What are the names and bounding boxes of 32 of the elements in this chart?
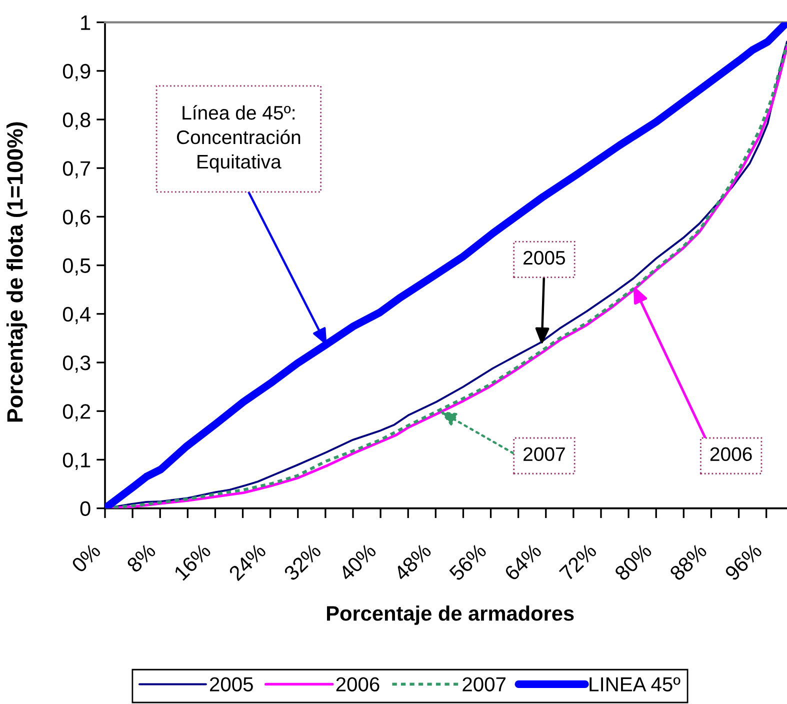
x-tick-label: 64% bbox=[504, 542, 542, 582]
y-tick-label: 0,8 bbox=[62, 112, 90, 130]
legend-label: LINEA 45º bbox=[590, 677, 680, 692]
x-axis-title: Porcentaje de armadores bbox=[327, 606, 574, 625]
x-tick-label: 88% bbox=[668, 542, 708, 582]
y-tick-label: 0,9 bbox=[62, 64, 90, 82]
x-tick-label: 96% bbox=[724, 542, 763, 582]
x-tick-label: 80% bbox=[614, 542, 653, 582]
x-tick-label: 72% bbox=[558, 542, 598, 582]
x-tick-label: 40% bbox=[338, 542, 377, 582]
y-tick-label: 1 bbox=[81, 16, 90, 30]
legend-label: 2007 bbox=[462, 677, 506, 692]
y-tick-label: 0 bbox=[80, 501, 90, 516]
y-tick-label: 0,6 bbox=[62, 210, 90, 227]
x-tick-label: 0% bbox=[70, 542, 102, 574]
y-tick-label: 0,5 bbox=[62, 258, 90, 276]
legend-label: 2005 bbox=[210, 677, 253, 692]
x-tick-label: 48% bbox=[393, 542, 432, 582]
annotation: Línea de 45º: Concentración Equitativa bbox=[176, 105, 300, 172]
x-tick-label: 8% bbox=[126, 542, 157, 574]
annotation: 2006 bbox=[710, 447, 752, 462]
x-tick-label: 56% bbox=[448, 542, 488, 582]
y-tick-label: 0,7 bbox=[62, 161, 90, 178]
y-tick-label: 0,1 bbox=[62, 452, 90, 470]
y-tick-label: 0,4 bbox=[62, 306, 91, 324]
annotation: 2007 bbox=[524, 447, 565, 462]
legend-label: 2006 bbox=[336, 677, 380, 692]
y-tick-label: 0,2 bbox=[62, 404, 90, 422]
y-tick-label: 0,3 bbox=[62, 356, 90, 373]
x-tick-label: 32% bbox=[283, 542, 322, 582]
annotation: 2005 bbox=[524, 250, 566, 265]
y-axis-title: Porcentaje de flota (1=100%) bbox=[6, 122, 28, 422]
